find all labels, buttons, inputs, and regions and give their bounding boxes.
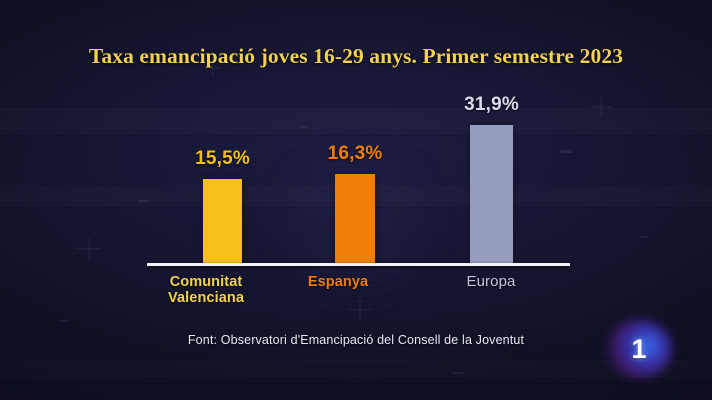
bar-rect-espanya	[335, 174, 375, 266]
bar-rect-europa	[470, 125, 513, 266]
bar-label-europa: Europa	[442, 274, 540, 290]
logo-digit: 1	[631, 333, 647, 364]
bar-chart: 15,5% 16,3% 31,9%	[147, 70, 570, 266]
bar-label-line-2: Valenciana	[168, 290, 244, 306]
axis-baseline	[147, 263, 570, 266]
source-attribution: Font: Observatori d'Emancipació del Cons…	[187, 333, 525, 347]
logo-glow	[606, 320, 672, 378]
bar-value-espanya: 16,3%	[327, 143, 383, 164]
bar-rect-comunitat-valenciana	[203, 179, 242, 266]
bar-label-line-1: Espanya	[307, 274, 369, 290]
bar-value-comunitat-valenciana: 15,5%	[195, 148, 250, 169]
bar-label-line-1: Europa	[466, 273, 516, 290]
bar-group-comunitat-valenciana: 15,5%	[195, 148, 250, 266]
bar-label-espanya: Espanya	[289, 274, 387, 290]
channel-one-logo: 1	[606, 320, 672, 378]
bar-label-line-1: Comunitat	[169, 274, 243, 290]
page-title: Taxa emancipació joves 16-29 anys. Prime…	[88, 44, 624, 68]
bar-value-europa: 31,9%	[464, 94, 519, 115]
bar-label-comunitat-valenciana: Comunitat Valenciana	[153, 274, 259, 306]
bar-group-europa: 31,9%	[464, 94, 519, 266]
bar-group-espanya: 16,3%	[328, 143, 382, 266]
